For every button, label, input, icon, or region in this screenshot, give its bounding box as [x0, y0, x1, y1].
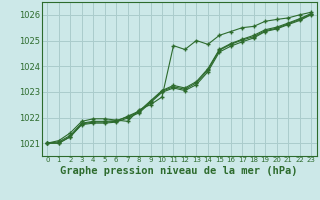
X-axis label: Graphe pression niveau de la mer (hPa): Graphe pression niveau de la mer (hPa)	[60, 166, 298, 176]
